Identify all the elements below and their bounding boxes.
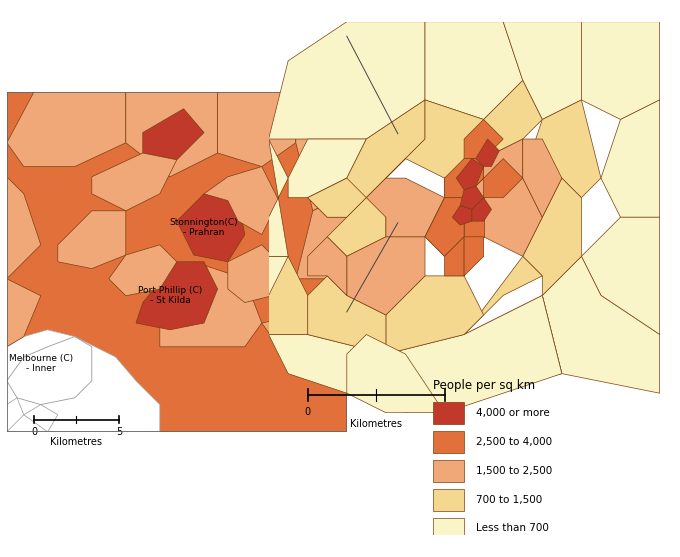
Polygon shape bbox=[452, 206, 472, 225]
Polygon shape bbox=[126, 92, 218, 177]
Polygon shape bbox=[177, 194, 245, 262]
Bar bbox=[433, 488, 464, 511]
Polygon shape bbox=[288, 139, 367, 198]
Polygon shape bbox=[92, 153, 177, 211]
Polygon shape bbox=[542, 256, 660, 393]
Polygon shape bbox=[386, 295, 562, 413]
Polygon shape bbox=[262, 279, 347, 364]
Text: Kilometres: Kilometres bbox=[50, 437, 103, 447]
Text: 50: 50 bbox=[439, 407, 451, 417]
Polygon shape bbox=[472, 198, 492, 221]
Text: 2,500 to 4,000: 2,500 to 4,000 bbox=[476, 437, 552, 447]
Polygon shape bbox=[460, 186, 483, 209]
Polygon shape bbox=[296, 194, 347, 279]
Polygon shape bbox=[445, 237, 464, 276]
Polygon shape bbox=[269, 139, 288, 256]
Polygon shape bbox=[523, 178, 581, 295]
Polygon shape bbox=[308, 100, 425, 217]
Polygon shape bbox=[425, 198, 464, 256]
Polygon shape bbox=[347, 335, 464, 413]
Text: 5: 5 bbox=[116, 427, 122, 437]
Polygon shape bbox=[109, 245, 177, 296]
Polygon shape bbox=[601, 100, 660, 217]
Polygon shape bbox=[269, 22, 425, 139]
Polygon shape bbox=[523, 100, 601, 198]
Bar bbox=[433, 402, 464, 424]
Polygon shape bbox=[296, 92, 347, 211]
Polygon shape bbox=[7, 336, 92, 404]
Polygon shape bbox=[160, 262, 262, 347]
Polygon shape bbox=[425, 198, 483, 276]
Polygon shape bbox=[204, 167, 279, 234]
Polygon shape bbox=[456, 159, 483, 190]
Polygon shape bbox=[483, 80, 542, 159]
Text: 1,500 to 2,500: 1,500 to 2,500 bbox=[476, 466, 552, 476]
Polygon shape bbox=[464, 295, 562, 393]
Polygon shape bbox=[503, 22, 581, 120]
Bar bbox=[433, 460, 464, 482]
Polygon shape bbox=[581, 217, 660, 335]
Polygon shape bbox=[7, 330, 160, 432]
Polygon shape bbox=[7, 177, 41, 279]
Polygon shape bbox=[7, 398, 24, 432]
Polygon shape bbox=[308, 276, 386, 354]
Polygon shape bbox=[476, 139, 499, 167]
Polygon shape bbox=[269, 256, 308, 335]
Polygon shape bbox=[483, 159, 523, 198]
Text: Melbourne (C)
- Inner: Melbourne (C) - Inner bbox=[9, 354, 73, 374]
Text: People per sq km: People per sq km bbox=[433, 379, 535, 392]
Polygon shape bbox=[464, 178, 542, 256]
Polygon shape bbox=[24, 404, 58, 432]
Polygon shape bbox=[269, 256, 308, 335]
Polygon shape bbox=[483, 139, 523, 178]
Bar bbox=[433, 517, 464, 539]
Polygon shape bbox=[581, 22, 660, 120]
Text: 700 to 1,500: 700 to 1,500 bbox=[476, 495, 542, 505]
Text: Port Phillip (C)
- St Kilda: Port Phillip (C) - St Kilda bbox=[138, 286, 202, 305]
Polygon shape bbox=[7, 92, 347, 432]
Polygon shape bbox=[347, 237, 425, 315]
Text: Stonnington(C)
- Prahran: Stonnington(C) - Prahran bbox=[170, 218, 238, 237]
Polygon shape bbox=[523, 139, 562, 217]
Polygon shape bbox=[143, 109, 204, 160]
Polygon shape bbox=[347, 335, 445, 413]
Polygon shape bbox=[58, 211, 126, 268]
Polygon shape bbox=[464, 120, 503, 159]
Polygon shape bbox=[445, 159, 483, 198]
Polygon shape bbox=[269, 335, 386, 393]
Polygon shape bbox=[7, 92, 126, 167]
Polygon shape bbox=[464, 237, 483, 276]
Bar bbox=[433, 431, 464, 453]
Polygon shape bbox=[445, 159, 483, 198]
Text: 0: 0 bbox=[31, 427, 37, 437]
Text: 4,000 or more: 4,000 or more bbox=[476, 408, 549, 418]
Polygon shape bbox=[218, 92, 296, 167]
Polygon shape bbox=[327, 178, 386, 256]
Polygon shape bbox=[386, 100, 483, 178]
Polygon shape bbox=[464, 198, 483, 237]
Text: 0: 0 bbox=[305, 407, 311, 417]
Polygon shape bbox=[308, 178, 367, 217]
Polygon shape bbox=[386, 276, 483, 354]
Polygon shape bbox=[7, 279, 41, 347]
Polygon shape bbox=[136, 262, 218, 330]
Text: Less than 700: Less than 700 bbox=[476, 524, 549, 534]
Polygon shape bbox=[464, 256, 542, 335]
Polygon shape bbox=[367, 178, 445, 237]
Polygon shape bbox=[308, 237, 347, 295]
Text: Kilometres: Kilometres bbox=[350, 419, 402, 428]
Polygon shape bbox=[228, 245, 279, 302]
Polygon shape bbox=[425, 22, 523, 120]
